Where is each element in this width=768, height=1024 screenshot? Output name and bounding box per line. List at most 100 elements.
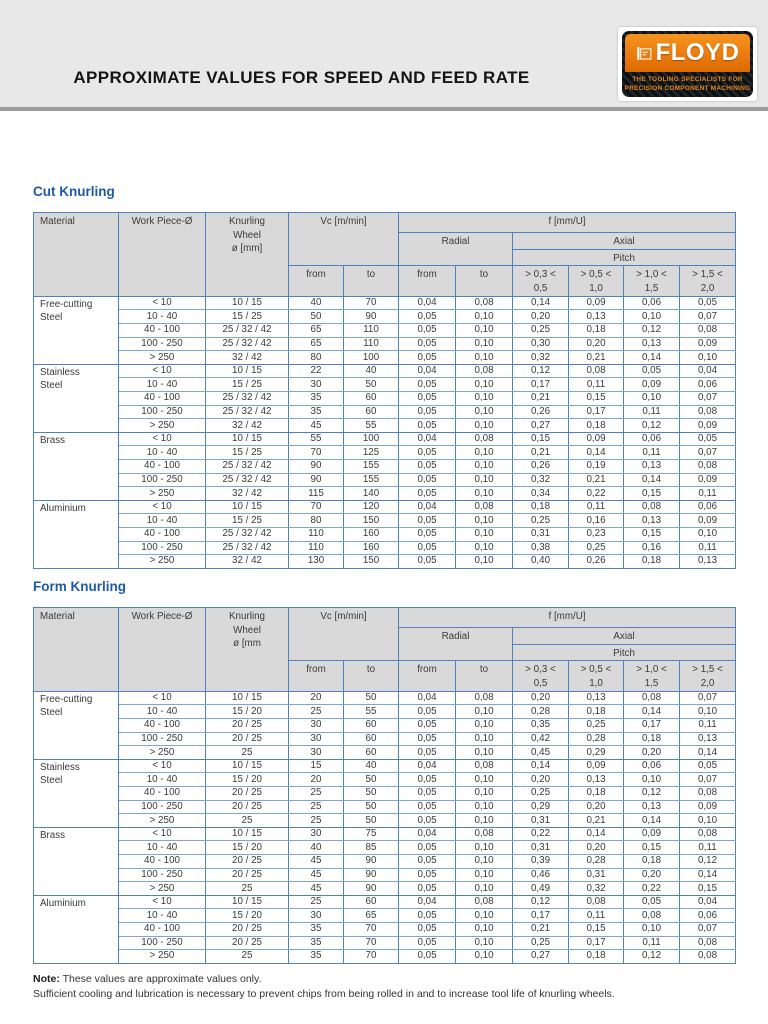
data-cell: 40 bbox=[343, 363, 399, 379]
data-cell: 0,05 bbox=[398, 785, 456, 801]
data-cell: 0,31 bbox=[512, 526, 569, 542]
data-cell: 0,08 bbox=[568, 894, 624, 910]
section-title-cut-knurling: Cut Knurling bbox=[33, 184, 115, 199]
data-cell: 35 bbox=[288, 390, 344, 406]
data-cell: 0,11 bbox=[568, 908, 624, 923]
data-cell: < 10 bbox=[118, 690, 206, 706]
data-cell: 0,05 bbox=[398, 908, 456, 923]
data-cell: 0,32 bbox=[512, 350, 569, 365]
header-vc-from: from bbox=[288, 660, 344, 692]
header-row: Material Work Piece-Ø Knurling Wheel ø [mm Vc… bbox=[33, 606, 737, 692]
material-cell: Stainless Steel bbox=[33, 758, 119, 828]
data-cell: 0,08 bbox=[568, 363, 624, 379]
header-radial: Radial bbox=[398, 626, 513, 662]
table-row: 40 - 100 25 / 32 / 42 65 110 0,05 0,10 0,25 0,1… bbox=[34, 323, 737, 338]
data-cell: 65 bbox=[288, 336, 344, 352]
table-row: 40 - 100 25 / 32 / 42 110 160 0,05 0,10 0,31 0,… bbox=[34, 526, 737, 542]
data-cell: 0,10 bbox=[455, 309, 513, 324]
header-row: Pitch bbox=[34, 248, 737, 267]
data-cell: 10 / 15 bbox=[205, 363, 289, 379]
data-cell: 0,10 bbox=[455, 377, 513, 392]
data-cell: 0,10 bbox=[678, 350, 737, 365]
data-cell: 0,14 bbox=[512, 758, 569, 774]
table-row: Aluminium < 10 10 / 15 70 120 0,04 0,08 0,18 0,1… bbox=[33, 499, 737, 569]
data-cell: 0,05 bbox=[398, 935, 456, 951]
data-cell: 0,05 bbox=[398, 731, 456, 747]
data-cell: 40 bbox=[288, 840, 344, 855]
section-form-knurling: Form Knurling Material Work Piece-Ø Knurli… bbox=[33, 578, 737, 964]
data-cell: 25 bbox=[288, 894, 344, 910]
data-cell: 0,08 bbox=[678, 785, 737, 801]
table-row: Stainless Steel < 10 10 / 15 15 40 0,04 0,08 0,1… bbox=[33, 758, 737, 828]
data-cell: 120 bbox=[343, 499, 399, 515]
data-cell: 0,13 bbox=[623, 336, 680, 352]
data-cell: 25 bbox=[288, 813, 344, 828]
table-row: Free-cutting Steel < 10 10 / 15 20 50 0,04 0,08… bbox=[33, 690, 737, 760]
data-cell: 0,18 bbox=[623, 731, 680, 747]
data-cell: 30 bbox=[288, 908, 344, 923]
data-cell: 0,14 bbox=[568, 826, 624, 842]
data-cell: 0,16 bbox=[568, 513, 624, 528]
data-cell: 20 / 25 bbox=[205, 785, 289, 801]
data-cell: 0,06 bbox=[623, 431, 680, 447]
data-cell: 110 bbox=[343, 323, 399, 338]
data-cell: 0,20 bbox=[623, 745, 680, 760]
data-cell: > 250 bbox=[118, 881, 206, 896]
data-cell: > 250 bbox=[118, 949, 206, 964]
data-cell: 25 bbox=[288, 785, 344, 801]
data-cell: 0,10 bbox=[455, 935, 513, 951]
table-row: 40 - 100 20 / 25 45 90 0,05 0,10 0,39 0,28 0,18 0… bbox=[34, 853, 737, 869]
material-group: Brass < 10 10 / 15 55 100 0,04 0,08 0,15 0,09 0,0… bbox=[33, 431, 737, 501]
table-row: 100 - 250 20 / 25 45 90 0,05 0,10 0,46 0,31 0,20… bbox=[34, 867, 737, 883]
data-cell: 55 bbox=[288, 431, 344, 447]
data-cell: 0,11 bbox=[568, 499, 624, 515]
data-cell: 0,07 bbox=[678, 690, 737, 706]
header-knurling-wheel: Knurling Wheel ø [mm] bbox=[205, 212, 289, 297]
data-cell: 35 bbox=[288, 404, 344, 420]
data-cell: 0,13 bbox=[623, 458, 680, 474]
data-cell: 0,05 bbox=[623, 363, 680, 379]
data-cell: 100 - 250 bbox=[118, 540, 206, 556]
data-cell: 10 / 15 bbox=[205, 758, 289, 774]
data-cell: < 10 bbox=[118, 826, 206, 842]
data-cell: 0,08 bbox=[455, 431, 513, 447]
floyd-logo-tagline-line1: THE TOOLING SPECIALISTS FOR bbox=[632, 76, 743, 84]
data-cell: 0,04 bbox=[398, 894, 456, 910]
page-title: APPROXIMATE VALUES FOR SPEED AND FEED RA… bbox=[73, 68, 530, 87]
data-cell: 0,14 bbox=[568, 445, 624, 460]
data-cell: 0,35 bbox=[512, 718, 569, 733]
data-cell: 0,18 bbox=[568, 704, 624, 719]
data-cell: 60 bbox=[343, 718, 399, 733]
header-row: Radial Axial bbox=[34, 626, 737, 662]
table-row: 100 - 250 25 / 32 / 42 65 110 0,05 0,10 0,30 0,… bbox=[34, 336, 737, 352]
data-cell: 160 bbox=[343, 526, 399, 542]
data-cell: 0,08 bbox=[455, 826, 513, 842]
data-cell: 0,09 bbox=[568, 431, 624, 447]
data-cell: 0,05 bbox=[398, 799, 456, 815]
data-cell: 0,04 bbox=[398, 295, 456, 311]
data-cell: 0,10 bbox=[455, 323, 513, 338]
data-cell: 0,05 bbox=[398, 390, 456, 406]
data-cell: 60 bbox=[343, 731, 399, 747]
table-row: > 250 25 30 60 0,05 0,10 0,45 0,29 0,20 0,14 bbox=[34, 745, 737, 760]
floyd-logo-orange-panel: FLOYD bbox=[625, 34, 750, 72]
header-vc: Vc [m/min] bbox=[288, 211, 399, 267]
data-cell: 50 bbox=[288, 309, 344, 324]
data-cell: 0,14 bbox=[623, 472, 680, 488]
data-cell: 0,18 bbox=[568, 949, 624, 964]
data-cell: 0,05 bbox=[398, 772, 456, 787]
data-cell: 110 bbox=[288, 540, 344, 556]
data-cell: 30 bbox=[288, 731, 344, 747]
data-cell: 0,12 bbox=[512, 894, 569, 910]
material-cell: Aluminium bbox=[33, 499, 119, 569]
data-cell: 0,06 bbox=[678, 499, 737, 515]
data-cell: 0,12 bbox=[678, 853, 737, 869]
material-group: Stainless Steel < 10 10 / 15 22 40 0,04 0,08 0,1… bbox=[33, 363, 737, 433]
data-cell: 0,11 bbox=[623, 445, 680, 460]
table-row: > 250 32 / 42 130 150 0,05 0,10 0,40 0,26 0,18 0,… bbox=[34, 554, 737, 569]
header-vc: Vc [m/min] bbox=[288, 606, 399, 662]
data-cell: 15 / 20 bbox=[205, 772, 289, 787]
data-cell: 0,05 bbox=[398, 540, 456, 556]
data-cell: 0,05 bbox=[398, 336, 456, 352]
data-cell: 30 bbox=[288, 718, 344, 733]
